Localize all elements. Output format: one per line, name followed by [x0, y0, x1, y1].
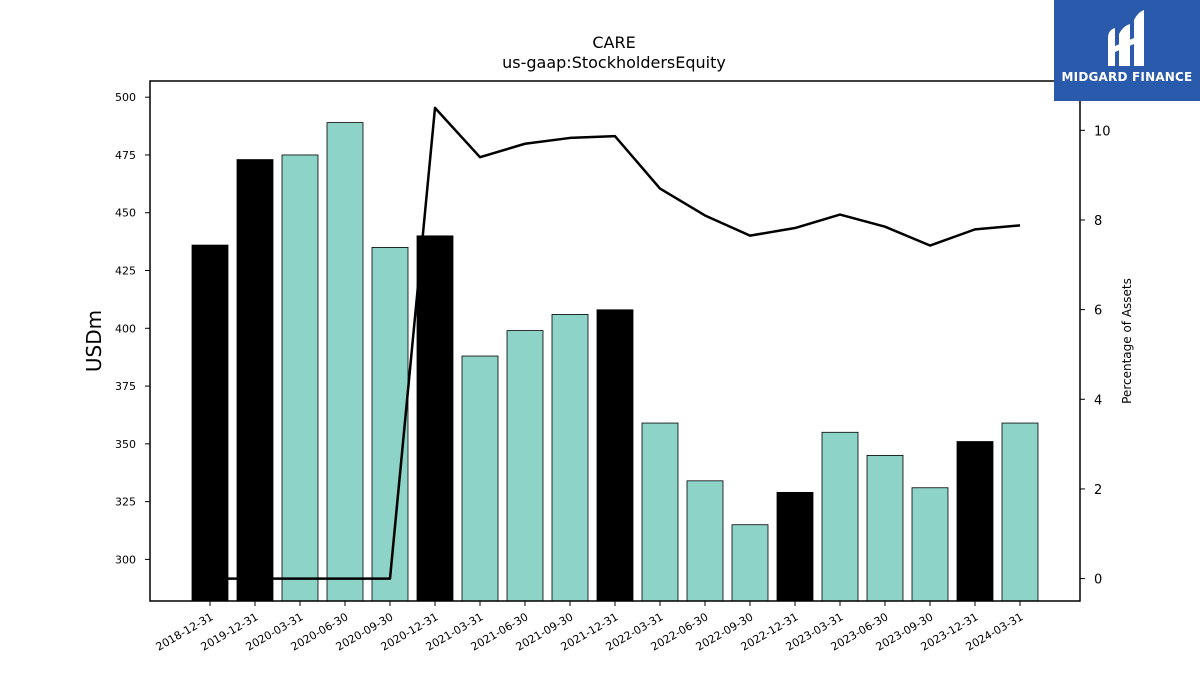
- y2-tick-label: 4: [1094, 393, 1102, 408]
- y-tick-label: 425: [115, 265, 136, 278]
- y-tick-label: 350: [115, 438, 136, 451]
- bar-2021-09-30: [551, 314, 589, 602]
- bar-2022-06-30: [686, 480, 724, 602]
- y2-tick-label: 10: [1094, 124, 1111, 139]
- bar-2023-09-30: [911, 487, 949, 602]
- y-tick-label: 475: [115, 149, 136, 162]
- bar-2022-09-30: [731, 524, 769, 602]
- bar-2023-06-30: [866, 454, 904, 602]
- bar-2020-06-30: [326, 122, 364, 602]
- percentage-line: [210, 106, 1021, 580]
- y2-axis-label: Percentage of Assets: [1120, 278, 1134, 404]
- midgard-logo-icon: [1108, 10, 1144, 66]
- bar-group: [191, 122, 1039, 602]
- y-tick-label: 300: [115, 553, 136, 566]
- midgard-logo: MIDGARD FINANCE: [1054, 0, 1200, 101]
- x-axis: 2018-12-312019-12-312020-03-312020-06-30…: [154, 601, 1026, 654]
- bar-2020-09-30: [371, 246, 409, 602]
- y2-tick-label: 2: [1094, 483, 1102, 498]
- bar-2018-12-31: [191, 244, 229, 602]
- y-tick-label: 375: [115, 380, 136, 393]
- bar-2019-12-31: [236, 159, 274, 602]
- bar-2022-12-31: [776, 491, 814, 602]
- y-tick-label: 450: [115, 207, 136, 220]
- y2-tick-label: 0: [1094, 573, 1102, 588]
- bar-2020-03-31: [281, 154, 319, 602]
- bar-2024-03-31: [1001, 422, 1039, 602]
- bar-2023-03-31: [821, 431, 859, 602]
- y-tick-label: 500: [115, 91, 136, 104]
- bar-2021-06-30: [506, 330, 544, 602]
- y-tick-label: 400: [115, 322, 136, 335]
- chart-subtitle: us-gaap:StockholdersEquity: [502, 53, 726, 72]
- y-axis-left: 300 325 350 375 400 425 450 475 500: [115, 91, 150, 566]
- y2-tick-label: 6: [1094, 304, 1102, 319]
- y2-tick-label: 8: [1094, 214, 1102, 229]
- logo-text: MIDGARD FINANCE: [1061, 70, 1193, 84]
- bar-2021-12-31: [596, 309, 634, 602]
- bar-2020-12-31: [416, 235, 454, 602]
- y-axis-label: USDm: [82, 310, 106, 372]
- bar-2023-12-31: [956, 441, 994, 602]
- chart-title: CARE: [592, 33, 635, 52]
- bar-2022-03-31: [641, 422, 679, 602]
- y-axis-right: 0 2 4 6 8 10: [1080, 124, 1111, 588]
- y-tick-label: 325: [115, 496, 136, 509]
- line-group: [210, 106, 1021, 580]
- bar-2021-03-31: [461, 355, 499, 602]
